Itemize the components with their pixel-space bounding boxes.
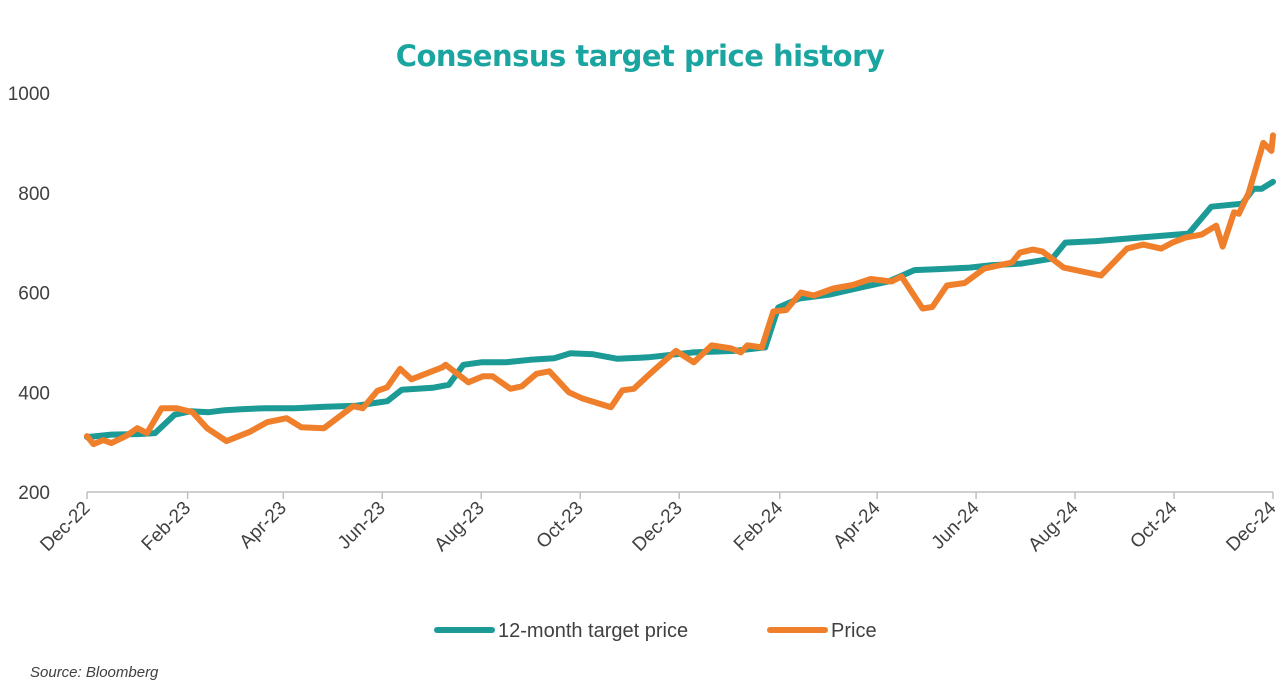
- source-note: Source: Bloomberg: [30, 664, 159, 681]
- x-tick-label: Jun-23: [334, 498, 390, 554]
- chart-title: Consensus target price history: [396, 39, 885, 73]
- x-tick-label: Apr-23: [236, 498, 291, 553]
- x-tick-label: Dec-24: [1222, 497, 1280, 555]
- x-tick-label: Apr-24: [829, 497, 884, 552]
- x-tick-label: Jun-24: [928, 497, 984, 553]
- legend: 12-month target price Price: [434, 620, 877, 642]
- legend-label: 12-month target price: [498, 620, 688, 642]
- series-line-price: [84, 132, 1276, 448]
- x-tick-label: Dec-22: [36, 498, 94, 556]
- legend-label: Price: [831, 620, 877, 642]
- y-tick-label: 800: [18, 184, 50, 205]
- x-tick-label: Feb-24: [730, 497, 788, 555]
- y-axis: 200 400 600 800 1000: [8, 84, 50, 504]
- y-tick-label: 200: [18, 483, 50, 504]
- x-tick-label: Dec-23: [629, 498, 687, 556]
- x-axis: Dec-22 Feb-23 Apr-23 Jun-23 Aug-23 Oct-23 Dec-…: [36, 491, 1280, 556]
- series-layer: [84, 132, 1276, 448]
- x-tick-label: Aug-23: [431, 498, 489, 556]
- x-tick-label: Feb-23: [138, 498, 195, 555]
- x-tick-label: Oct-24: [1126, 497, 1181, 552]
- y-tick-label: 1000: [8, 84, 50, 105]
- x-tick-label: Aug-24: [1024, 497, 1082, 555]
- series-line-target-price: [84, 178, 1276, 441]
- y-tick-label: 400: [18, 383, 50, 404]
- x-tick-label: Oct-23: [533, 498, 588, 553]
- y-tick-label: 600: [18, 284, 50, 305]
